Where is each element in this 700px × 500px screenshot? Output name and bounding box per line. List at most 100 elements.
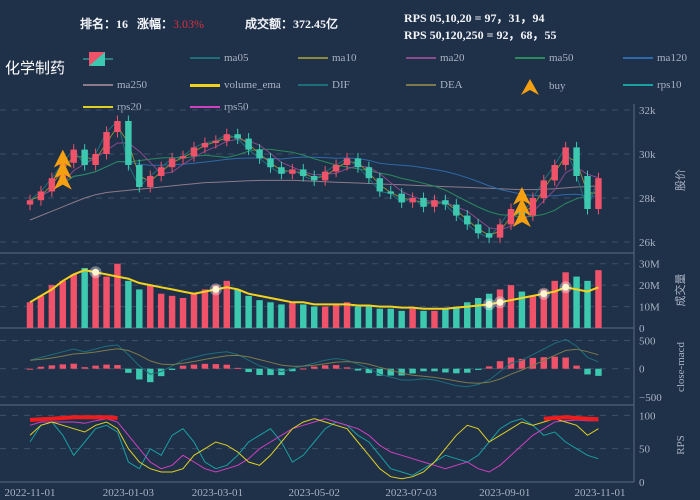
volume-bar	[212, 285, 220, 328]
buy-signal-arrow	[512, 187, 531, 205]
volume-bar	[321, 306, 329, 328]
macd-histogram-bar	[48, 365, 56, 369]
macd-histogram-bar	[573, 365, 580, 369]
macd-histogram-bar	[256, 368, 263, 375]
rps-axis-title: RPS	[675, 435, 687, 455]
candle-body	[81, 149, 88, 165]
candle-body	[431, 200, 438, 207]
legend-line-icon	[190, 57, 220, 59]
rps20-line	[29, 418, 599, 480]
legend-item-rps10[interactable]: rps10	[623, 79, 681, 91]
macd-histogram-bar	[453, 368, 460, 374]
buy-arrow-icon	[515, 79, 545, 95]
volume-bar	[376, 308, 384, 328]
candle-body	[125, 121, 132, 165]
volume-bar	[278, 304, 285, 328]
x-tick-label: 2023-05-02	[289, 487, 340, 499]
macd-histogram-bar	[70, 363, 77, 369]
macd-histogram-bar	[147, 368, 154, 383]
legend-line-icon	[298, 57, 328, 59]
legend-label: ma120	[657, 52, 687, 64]
volume-bar	[147, 285, 154, 328]
y-tick-label: 0	[639, 323, 645, 335]
volume-bar	[234, 289, 241, 328]
legend-line-icon	[83, 106, 113, 108]
legend-item-ma05[interactable]: ma05	[190, 52, 248, 64]
candle-body	[300, 169, 307, 176]
legend-item-candlestick[interactable]	[83, 52, 117, 66]
volume-bar	[442, 308, 449, 328]
volume-bar	[125, 280, 132, 328]
legend-item-ma250[interactable]: ma250	[83, 79, 147, 91]
legend-item-DEA[interactable]: DEA	[406, 79, 463, 91]
macd-histogram-bar	[114, 365, 121, 369]
legend-line-icon	[83, 84, 113, 86]
y-tick-label: 26k	[639, 237, 656, 249]
volume-bar	[26, 302, 34, 328]
legend-item-buy[interactable]: buy	[515, 79, 566, 95]
macd-histogram-bar	[103, 364, 110, 369]
legend-item-ma120[interactable]: ma120	[623, 52, 687, 64]
turnover: 成交额：372.45亿	[245, 15, 338, 32]
macd-histogram-bar	[300, 368, 307, 370]
buy-signal-arrow	[512, 198, 531, 216]
volume-bar	[485, 293, 493, 328]
legend-item-volume_ema[interactable]: volume_ema	[190, 79, 281, 91]
volume-bar	[584, 280, 591, 328]
macd-histogram-bar	[81, 367, 88, 369]
buy-signal-arrow	[53, 149, 72, 168]
rank-label: 排名：	[80, 17, 117, 31]
legend-item-ma10[interactable]: ma10	[298, 52, 356, 64]
volume-bar	[332, 304, 340, 328]
volume-bar	[398, 310, 405, 328]
legend-label: ma250	[117, 79, 147, 91]
x-tick-label: 2023-03-01	[192, 487, 243, 499]
legend-item-ma50[interactable]: ma50	[515, 52, 573, 64]
volume-bar	[365, 306, 373, 328]
candle-body	[387, 191, 394, 194]
macd-histogram-bar	[343, 367, 351, 369]
turnover-label: 成交额：	[245, 17, 294, 31]
legend-line-icon	[623, 84, 653, 86]
candle-body	[37, 191, 45, 201]
buy-signal-arrow	[53, 160, 72, 179]
volume-bar	[387, 308, 394, 328]
legend-item-ma20[interactable]: ma20	[406, 52, 464, 64]
candle-body	[584, 176, 591, 209]
rps-long-summary: RPS 50,120,250 = 92，68，55	[404, 28, 557, 42]
y-tick-label: −500	[639, 392, 662, 404]
candle-body	[190, 147, 198, 157]
macd-histogram-bar	[496, 361, 504, 369]
y-tick-label: 0	[639, 364, 645, 376]
sector-title: 化学制药	[5, 59, 66, 77]
change-label: 涨幅：	[137, 17, 174, 31]
macd-histogram-bar	[168, 368, 176, 370]
volume-bar	[464, 302, 471, 328]
y-tick-label: 30M	[639, 259, 660, 271]
legend-line-icon	[406, 57, 436, 59]
legend-label: ma50	[549, 52, 574, 64]
x-tick-label: 2023-07-03	[385, 487, 437, 499]
candle-body	[562, 147, 569, 165]
legend-label: ma05	[224, 52, 249, 64]
legend-item-DIF[interactable]: DIF	[298, 79, 350, 91]
candle-body	[529, 198, 537, 216]
dea-line	[29, 348, 599, 384]
macd-histogram-bar	[595, 368, 602, 376]
macd-histogram-bar	[212, 364, 220, 369]
candle-body	[551, 165, 558, 181]
macd-histogram-bar	[464, 368, 471, 373]
legend-label: buy	[549, 80, 566, 92]
macd-histogram-bar	[37, 366, 45, 369]
candle-body	[420, 198, 427, 207]
volume-bar	[92, 272, 99, 328]
volume-bar	[518, 291, 526, 328]
candle-body	[474, 224, 482, 234]
buy-signal-arrow	[512, 209, 531, 227]
candle-body	[212, 140, 220, 143]
volume-bar	[310, 306, 318, 328]
candle-body	[234, 134, 241, 139]
legend-label: rps10	[657, 79, 682, 91]
volume-ema-line	[29, 269, 599, 310]
candle-body	[136, 165, 143, 187]
